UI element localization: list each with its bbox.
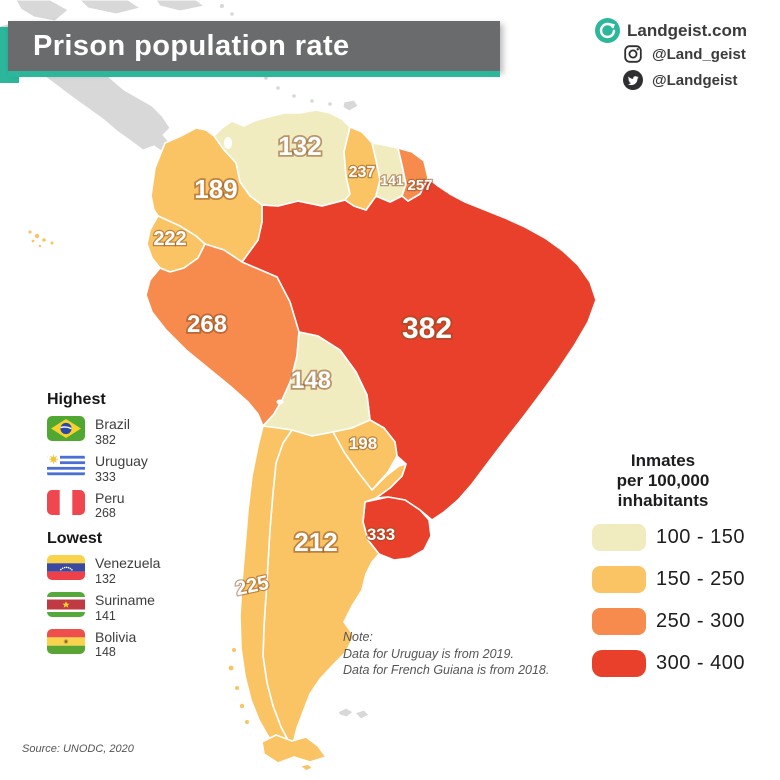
map-value-venezuela: 132 xyxy=(278,131,321,161)
map-value-guyana: 237 xyxy=(349,164,376,181)
brand-twitter: @Landgeist xyxy=(623,70,737,90)
title-bar: Prison population rate xyxy=(8,21,500,71)
lake-titicaca xyxy=(276,399,284,405)
legend-row: 300 - 400 xyxy=(592,650,772,678)
legend-label: 250 - 300 xyxy=(656,610,746,633)
source-caption: Source: UNODC, 2020 xyxy=(22,743,134,755)
twitter-icon xyxy=(623,70,643,90)
map-value-chile: 225 xyxy=(234,572,271,600)
country-value: 382 xyxy=(95,432,116,447)
twitter-handle: @Landgeist xyxy=(652,71,738,89)
map-value-french-guiana: 257 xyxy=(407,177,432,194)
highest-panel: Highest Brazil 382 xyxy=(47,391,217,526)
country-value: 141 xyxy=(95,608,116,623)
country-name: Brazil xyxy=(95,416,131,432)
note: Note: Data for Uruguay is from 2019. Dat… xyxy=(343,629,549,679)
lowest-heading: Lowest xyxy=(47,530,103,547)
uruguay-flag xyxy=(47,452,85,478)
legend-label: 100 - 150 xyxy=(656,526,746,549)
legend-swatch xyxy=(592,608,646,636)
tierra-del-fuego xyxy=(261,734,327,764)
note-line: Note: xyxy=(343,630,373,644)
note-line: Data for Uruguay is from 2019. xyxy=(343,646,514,661)
instagram-icon xyxy=(624,45,642,63)
map-value-paraguay: 198 xyxy=(349,434,377,453)
map-value-peru: 268 xyxy=(187,311,227,338)
brazil-flag xyxy=(47,416,85,441)
country-name: Bolivia xyxy=(95,628,137,645)
landgeist-logo-icon xyxy=(595,18,620,43)
chilean-archipelago xyxy=(228,648,249,724)
peru-flag xyxy=(47,489,85,515)
brand-instagram: @Land_geist xyxy=(623,44,746,64)
cuba-silhouette xyxy=(79,0,141,15)
instagram-handle: @Land_geist xyxy=(652,45,746,63)
legend-swatch xyxy=(592,650,646,678)
highest-heading: Highest xyxy=(47,391,106,408)
legend-row: 150 - 250 xyxy=(592,566,772,594)
brand-site-label: Landgeist.com xyxy=(627,20,747,40)
legend: Inmates per 100,000 inhabitants 100 - 15… xyxy=(592,451,772,692)
country-value: 148 xyxy=(95,645,116,660)
venezuela-flag xyxy=(47,555,85,580)
legend-title-line: per 100,000 xyxy=(616,471,710,491)
bolivia-flag xyxy=(47,628,85,654)
map-value-uruguay: 333 xyxy=(367,525,395,544)
legend-title-line: Inmates xyxy=(630,451,696,470)
legend-title-line: inhabitants xyxy=(617,491,709,511)
page-title: Prison population rate xyxy=(33,29,350,62)
legend-title: Inmates per 100,000 inhabitants xyxy=(592,451,734,511)
map-value-suriname: 141 xyxy=(380,172,404,188)
country-name: Peru xyxy=(95,489,125,506)
country-value: 268 xyxy=(95,506,116,521)
country-colombia xyxy=(150,127,263,263)
trinidad-silhouette xyxy=(342,99,359,112)
galapagos-islands xyxy=(28,230,54,248)
country-french-guiana xyxy=(397,147,429,202)
map-value-bolivia: 148 xyxy=(291,367,331,394)
lake-maracaibo xyxy=(224,137,232,149)
lowest-row-venezuela: Venezuela 132 xyxy=(47,555,217,586)
yucatan-silhouette xyxy=(15,0,69,22)
map-value-argentina: 212 xyxy=(294,527,337,557)
tierra-del-fuego-islet xyxy=(299,763,314,772)
hispaniola-silhouette xyxy=(155,0,205,12)
legend-swatch xyxy=(592,566,646,594)
map-value-ecuador: 222 xyxy=(153,228,186,250)
country-name: Suriname xyxy=(95,591,155,608)
legend-row: 250 - 300 xyxy=(592,608,772,636)
legend-label: 150 - 250 xyxy=(656,568,746,591)
note-line: Data for French Guiana is from 2018. xyxy=(343,663,550,677)
map-value-brazil: 382 xyxy=(402,312,452,345)
map-value-colombia: 189 xyxy=(194,174,237,204)
lowest-row-suriname: Suriname 141 xyxy=(47,591,217,623)
title-underline xyxy=(8,71,500,77)
highest-row-brazil: Brazil 382 xyxy=(47,416,217,447)
falkland-islands xyxy=(337,707,370,720)
map-value-labels: 132 189 237 141 257 222 268 382 148 198 … xyxy=(152,129,454,601)
country-argentina xyxy=(262,429,407,745)
country-value: 333 xyxy=(95,469,116,484)
brand-site: Landgeist.com xyxy=(595,18,747,43)
suriname-flag xyxy=(47,591,85,617)
legend-label: 300 - 400 xyxy=(656,652,746,675)
legend-row: 100 - 150 xyxy=(592,524,772,552)
country-name: Venezuela xyxy=(95,555,161,571)
title-banner: Prison population rate xyxy=(8,21,500,77)
lowest-row-bolivia: Bolivia 148 xyxy=(47,628,217,660)
country-value: 132 xyxy=(95,571,116,586)
legend-swatch xyxy=(592,524,646,552)
highest-row-uruguay: Uruguay 333 xyxy=(47,452,217,484)
legend-rows: 100 - 150 150 - 250 250 - 300 300 - 400 xyxy=(592,524,772,678)
country-name: Uruguay xyxy=(95,452,148,469)
lowest-panel: Lowest Venezuela 132 xyxy=(47,530,217,665)
highest-row-peru: Peru 268 xyxy=(47,489,217,521)
